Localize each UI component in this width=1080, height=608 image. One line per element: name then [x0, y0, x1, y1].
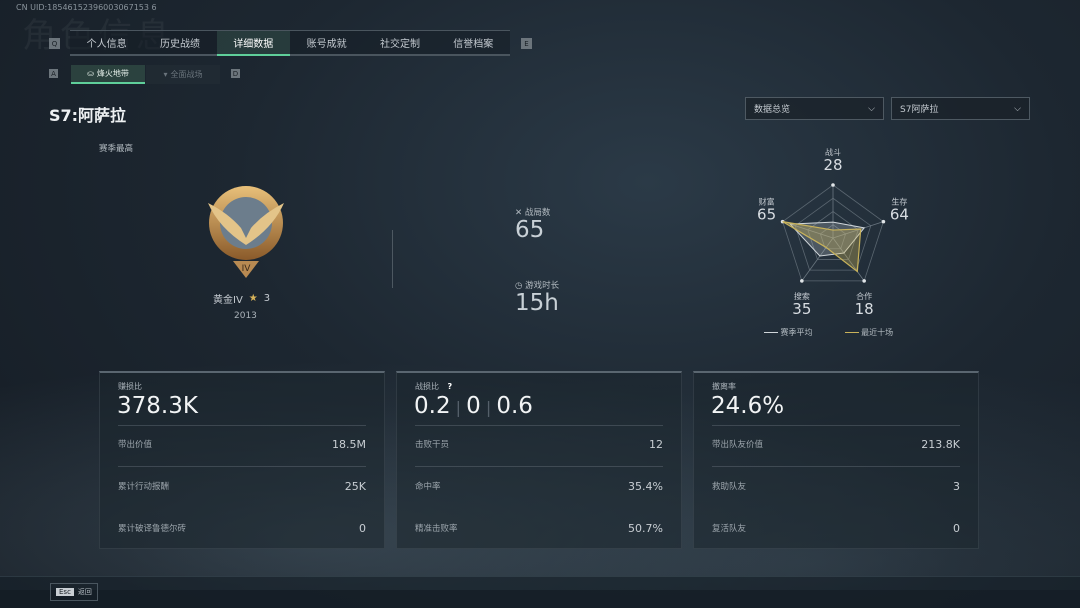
profit-card: 赚损比 378.3K 带出价值 18.5M 累计行动报酬 25K 累计破译鲁德尔砖 0	[99, 371, 385, 549]
radar-axis-value: 35	[792, 300, 811, 318]
data-type-dropdown[interactable]: 数据总览 ⌵	[745, 97, 884, 120]
season-dropdown[interactable]: S7阿萨拉 ⌵	[891, 97, 1030, 120]
matches-label-row: ✕ 战局数	[515, 206, 550, 218]
time-label-row: ◷ 游戏时长	[515, 279, 559, 291]
star-icon: ★	[248, 293, 258, 304]
legend-season-avg: 赛季平均	[764, 327, 813, 338]
subtab-icon: ⛀	[87, 69, 94, 78]
rank-emblem: IV	[208, 186, 284, 278]
radar-vertex	[881, 219, 886, 224]
radar-axis	[832, 221, 884, 239]
crossed-swords-icon: ✕	[515, 208, 523, 218]
clock-icon: ◷	[515, 281, 523, 291]
matches-value: 65	[515, 217, 545, 243]
radar-vertex	[800, 279, 804, 283]
subtab-icon: ▾	[163, 70, 168, 79]
subtab-label: 烽火地带	[96, 69, 129, 78]
card-value: 0.2 | 0 | 0.6	[414, 393, 533, 419]
back-label: 返回	[77, 588, 92, 596]
matches-label: 战局数	[524, 208, 551, 218]
kd-card: 战损比 ? 0.2 | 0 | 0.6 击败干员 12 命中率 35.4% 精准击败…	[396, 371, 682, 549]
tab-history[interactable]: 历史战绩	[159, 39, 200, 50]
chevron-down-icon: ⌵	[1014, 103, 1021, 114]
radar-grid-ring	[782, 184, 884, 282]
subtab-label: 全面战场	[170, 70, 203, 79]
tab-social[interactable]: 社交定制	[379, 39, 420, 50]
radar-axis-value: 64	[890, 206, 909, 224]
rank-name: 黄金IV	[213, 295, 243, 306]
extraction-card: 撤离率 24.6% 带出队友价值 213.8K 救助队友 3 复活队友 0	[693, 371, 979, 549]
tab-details[interactable]: 详细数据	[216, 31, 290, 56]
back-button[interactable]: Esc 返回	[50, 583, 98, 601]
radar-grid-ring	[819, 224, 847, 250]
stat-row: 累计行动报酬 25K	[118, 480, 366, 493]
radar-vertex	[862, 279, 866, 283]
player-uid: CN UID:18546152396003067153 6	[16, 3, 157, 12]
card-label: 撤离率	[712, 382, 736, 391]
tab-prev-key[interactable]: Q	[49, 38, 60, 49]
stat-row: 累计破译鲁德尔砖 0	[118, 522, 366, 535]
subtab-extraction[interactable]: ⛀ 烽火地带	[71, 65, 145, 84]
dropdown-value: 数据总览	[754, 105, 791, 115]
stat-row: 命中率 35.4%	[415, 480, 663, 493]
footer-bar	[0, 576, 1080, 608]
legend-recent10: 最近十场	[844, 327, 893, 338]
subtab-prev-key[interactable]: A	[49, 69, 58, 78]
main-tabs: 个人信息 历史战绩 详细数据 账号成就 社交定制 信誉档案	[70, 30, 510, 56]
tab-next-key[interactable]: E	[521, 38, 532, 49]
card-value: 378.3K	[117, 393, 198, 419]
radar-axis-label: 战斗	[825, 148, 841, 157]
radar-axis-value: 18	[855, 300, 874, 318]
tab-profile[interactable]: 个人信息	[86, 39, 127, 50]
stat-row: 复活队友 0	[712, 522, 960, 535]
esc-key: Esc	[56, 588, 74, 596]
chevron-down-icon: ⌵	[868, 103, 875, 114]
stat-row: 击败干员 12	[415, 438, 663, 451]
radar-axis	[832, 237, 865, 282]
subtab-next-key[interactable]: D	[231, 69, 240, 78]
tab-reputation[interactable]: 信誉档案	[453, 39, 494, 50]
emblem-numeral: IV	[242, 264, 252, 274]
radar-legend: 赛季平均 最近十场	[764, 327, 893, 338]
divider	[392, 230, 393, 288]
season-title: S7:阿萨拉	[49, 106, 127, 125]
radar-grid-ring	[794, 197, 872, 271]
rank-caption: 赛季最高	[99, 144, 134, 154]
card-label: 赚损比	[118, 382, 142, 391]
radar-axis-label: 搜索	[794, 291, 810, 301]
help-icon[interactable]: ?	[447, 382, 453, 391]
stat-row: 救助队友 3	[712, 480, 960, 493]
radar-axis-value: 65	[757, 206, 776, 224]
dropdown-value: S7阿萨拉	[900, 105, 939, 115]
radar-axis-label: 生存	[891, 197, 907, 207]
rank-score: 2013	[234, 311, 257, 321]
radar-axis	[801, 237, 834, 282]
tab-achievements[interactable]: 账号成就	[306, 39, 347, 50]
time-value: 15h	[515, 290, 559, 316]
rank-stars: 3	[263, 293, 271, 304]
subtab-warfare[interactable]: ▾ 全面战场	[146, 65, 220, 84]
rank-line: 黄金IV ★ 3	[213, 291, 270, 306]
stat-row: 带出队友价值 213.8K	[712, 438, 960, 451]
stat-row: 精准击败率 50.7%	[415, 522, 663, 535]
radar-vertex	[831, 183, 835, 187]
time-label: 游戏时长	[525, 281, 560, 291]
radar-axis-label: 合作	[856, 291, 872, 301]
radar-series-recent10	[782, 221, 862, 273]
stat-row: 带出价值 18.5M	[118, 438, 366, 451]
radar-axis-value: 28	[823, 156, 842, 174]
card-label: 战损比 ?	[415, 382, 453, 391]
card-value: 24.6%	[711, 393, 785, 419]
radar-axis-label: 财富	[759, 197, 775, 207]
